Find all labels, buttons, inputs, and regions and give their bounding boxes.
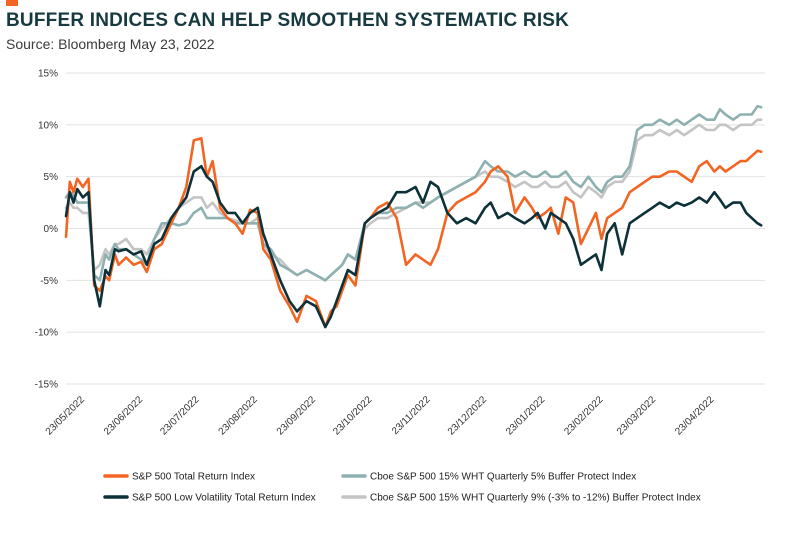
legend-label: Cboe S&P 500 15% WHT Quarterly 5% Buffer… (370, 472, 636, 483)
series-lines (64, 104, 763, 329)
y-tick-label: -5% (40, 276, 58, 287)
legend-label: S&P 500 Low Volatility Total Return Inde… (132, 493, 316, 504)
x-tick-label: 23/10/2022 (331, 394, 374, 437)
series-line-1 (64, 165, 763, 329)
x-tick-label: 23/05/2022 (44, 394, 87, 437)
brand-accent-mark (6, 0, 18, 6)
series-line-2 (64, 104, 763, 282)
legend-label: Cboe S&P 500 15% WHT Quarterly 9% (-3% t… (370, 493, 701, 504)
y-tick-label: -10% (35, 328, 58, 339)
x-tick-label: 23/08/2022 (217, 394, 260, 437)
x-tick-label: 23/02/2022 (562, 394, 605, 437)
chart-subtitle: Source: Bloomberg May 23, 2022 (6, 36, 215, 52)
legend-label: S&P 500 Total Return Index (132, 472, 255, 483)
y-tick-label: -15% (35, 380, 58, 391)
x-axis-ticks: 23/05/2022 23/06/2022 23/07/2022 23/08/2022… (44, 394, 717, 437)
y-tick-label: 10% (38, 120, 58, 131)
x-tick-label: 23/11/2022 (390, 394, 433, 437)
chart-title: BUFFER INDICES CAN HELP SMOOTHEN SYSTEMA… (6, 10, 570, 31)
y-tick-label: 0% (44, 224, 59, 235)
y-axis-ticks: 15% 10% 5% 0% -5% -10% -15% (35, 69, 58, 391)
y-tick-label: 15% (38, 69, 58, 80)
x-tick-label: 23/07/2022 (158, 394, 201, 437)
x-tick-label: 23/09/2022 (275, 394, 318, 437)
x-tick-label: 23/12/2022 (446, 394, 489, 437)
legend: S&P 500 Total Return Index S&P 500 Low Vo… (103, 472, 701, 504)
y-tick-label: 5% (44, 172, 59, 183)
series-line-0 (64, 137, 763, 329)
x-tick-label: 23/04/2022 (673, 394, 716, 437)
x-tick-label: 23/06/2022 (102, 394, 145, 437)
x-tick-label: 23/03/2022 (615, 394, 658, 437)
x-tick-label: 23/01/2022 (504, 394, 547, 437)
